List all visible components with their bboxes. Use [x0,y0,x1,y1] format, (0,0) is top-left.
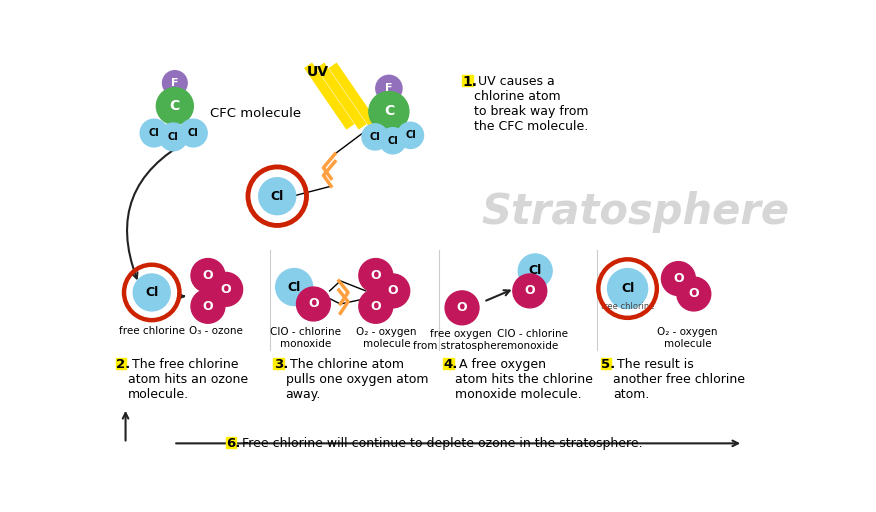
Circle shape [276,269,313,306]
Circle shape [398,122,423,148]
Circle shape [208,272,243,306]
Circle shape [379,127,406,154]
Text: F: F [171,78,179,88]
Circle shape [159,123,187,151]
Circle shape [191,289,225,323]
Circle shape [359,289,392,323]
Text: Cl: Cl [168,132,179,142]
Text: ClO - chlorine
monoxide: ClO - chlorine monoxide [270,327,342,349]
Circle shape [376,274,410,308]
Circle shape [180,119,207,147]
FancyBboxPatch shape [462,75,473,86]
Text: ClO - chlorine
monoxide: ClO - chlorine monoxide [498,329,569,351]
Text: Cl: Cl [370,132,380,142]
Text: 5.: 5. [602,358,616,371]
Circle shape [369,92,409,132]
Text: A free oxygen
atom hits the chlorine
monoxide molecule.: A free oxygen atom hits the chlorine mon… [456,358,593,401]
Circle shape [512,274,547,308]
Text: Cl: Cl [528,264,542,278]
Circle shape [519,254,552,288]
Circle shape [661,262,696,295]
Text: O: O [308,297,319,310]
Text: The result is
another free chlorine
atom.: The result is another free chlorine atom… [613,358,745,401]
Text: C: C [384,104,394,118]
Text: O: O [689,287,699,301]
Text: Cl: Cl [149,128,159,138]
Text: UV causes a
chlorine atom
to break way from
the CFC molecule.: UV causes a chlorine atom to break way f… [475,75,589,133]
Text: O₃ - ozone: O₃ - ozone [189,326,244,335]
Text: The free chlorine
atom hits an ozone
molecule.: The free chlorine atom hits an ozone mol… [128,358,248,401]
Text: The chlorine atom
pulls one oxygen atom
away.: The chlorine atom pulls one oxygen atom … [286,358,428,401]
FancyBboxPatch shape [442,358,454,369]
Circle shape [677,277,710,311]
Text: 4.: 4. [443,358,458,371]
Text: O₂ - oxygen
molecule: O₂ - oxygen molecule [657,327,718,349]
Text: O: O [525,284,535,297]
Text: 2.: 2. [117,358,131,371]
Circle shape [362,124,388,150]
Text: CFC molecule: CFC molecule [210,108,301,120]
Text: O: O [387,284,398,297]
Text: Cl: Cl [405,131,416,140]
Text: Cl: Cl [287,281,300,293]
Text: UV: UV [307,66,329,79]
Text: O: O [221,283,231,296]
Text: O: O [202,269,213,282]
Text: O: O [371,269,381,282]
Text: F: F [385,83,392,93]
Circle shape [376,75,402,101]
Text: O: O [371,300,381,313]
Circle shape [133,274,170,311]
FancyBboxPatch shape [273,358,284,369]
Text: O: O [202,300,213,313]
Text: Cl: Cl [271,189,284,203]
Text: O: O [456,302,468,314]
Text: free chlorine: free chlorine [601,303,654,311]
Text: free oxygen
from stratosphere: free oxygen from stratosphere [413,329,507,351]
Circle shape [296,287,330,321]
Circle shape [608,269,647,309]
Text: Cl: Cl [145,286,159,299]
Circle shape [156,88,194,124]
Text: Cl: Cl [188,128,199,138]
Text: Free chlorine will continue to deplete ozone in the stratosphere.: Free chlorine will continue to deplete o… [238,437,643,450]
Circle shape [359,259,392,292]
Text: Cl: Cl [621,282,634,295]
Text: Stratosphere: Stratosphere [481,190,789,232]
Text: O: O [673,272,684,285]
Text: 1.: 1. [463,75,477,89]
Circle shape [140,119,168,147]
Text: 3.: 3. [274,358,288,371]
Text: O₂ - oxygen
molecule: O₂ - oxygen molecule [357,327,417,349]
Text: free chlorine: free chlorine [119,326,185,335]
FancyBboxPatch shape [601,358,611,369]
Circle shape [445,291,479,325]
Circle shape [258,178,296,215]
FancyBboxPatch shape [226,437,237,448]
Circle shape [191,259,225,292]
Text: 6.: 6. [226,437,241,450]
FancyBboxPatch shape [116,358,126,369]
Text: Cl: Cl [387,136,398,146]
Text: C: C [170,99,180,113]
Circle shape [163,71,187,95]
